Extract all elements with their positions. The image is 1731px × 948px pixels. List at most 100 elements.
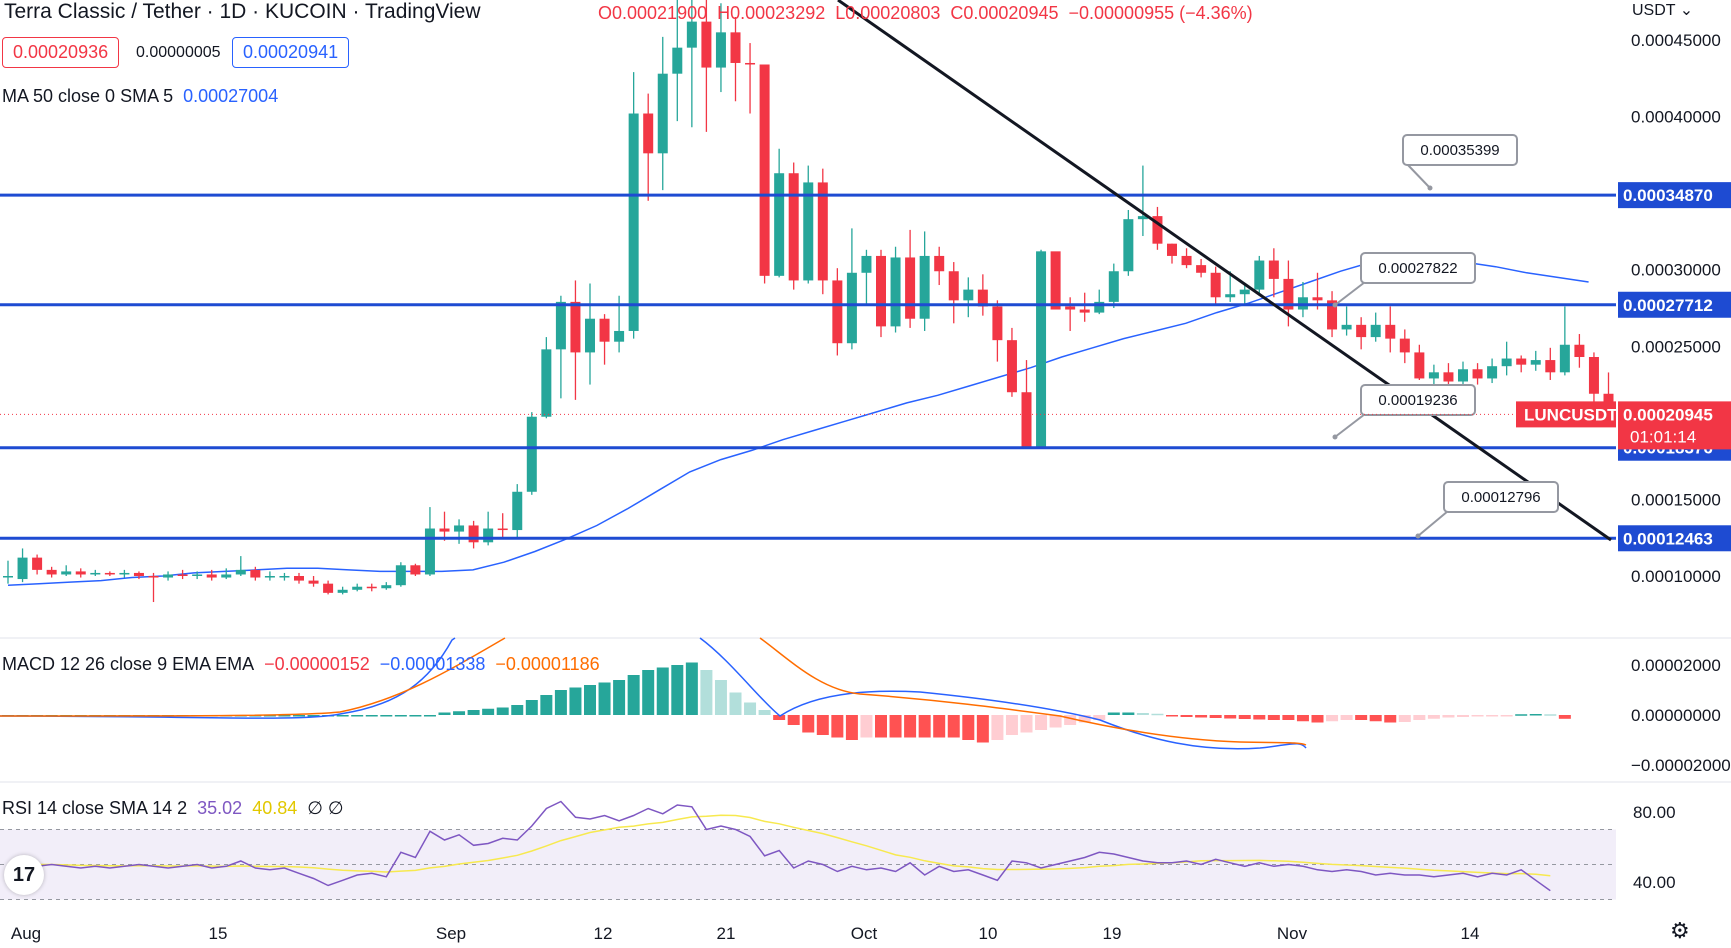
callout-anchor — [1332, 302, 1338, 308]
candle-body — [395, 565, 406, 586]
currency-selector[interactable]: USDT ⌄ — [1632, 2, 1694, 19]
candle-body — [657, 73, 668, 154]
candle-body — [1545, 360, 1556, 373]
candle-body — [861, 255, 872, 273]
candle-body — [1036, 251, 1047, 448]
candle-body — [512, 491, 523, 531]
macd-histogram-bar — [394, 715, 407, 717]
y-tick-label: 0.00045000 — [1631, 31, 1721, 50]
macd-signal-value: −0.00001186 — [495, 654, 600, 674]
ohlc-close: C0.00020945 — [950, 3, 1059, 23]
candle-body — [177, 574, 188, 576]
macd-histogram-bar — [1180, 715, 1193, 717]
macd-histogram-bar — [918, 715, 931, 738]
macd-histogram-bar — [714, 680, 727, 715]
candle-body — [483, 528, 494, 543]
macd-histogram-bar — [860, 715, 873, 738]
macd-histogram-bar — [1515, 714, 1528, 716]
macd-histogram-bar — [525, 700, 538, 715]
candle-body — [1181, 255, 1192, 266]
x-tick-label: Aug — [11, 924, 41, 943]
rsi-legend[interactable]: RSI 14 close SMA 14 2 35.02 40.84 ∅ ∅ — [2, 798, 344, 819]
ma-value: 0.00027004 — [183, 86, 279, 106]
macd-histogram-bar — [1442, 715, 1455, 718]
macd-histogram-bar — [758, 710, 771, 715]
rsi-tick-label: 80.00 — [1633, 803, 1676, 822]
candle-body — [526, 416, 537, 492]
macd-histogram-bar — [511, 705, 524, 715]
candle-body — [497, 528, 508, 531]
candle-body — [148, 576, 159, 578]
macd-histogram-bar — [875, 715, 887, 738]
sell-price-button[interactable]: 0.00020936 — [2, 37, 120, 68]
macd-histogram-bar — [1369, 715, 1382, 722]
ma50-line — [7, 258, 1589, 586]
symbol-title[interactable]: Terra Classic / Tether · 1D · KUCOIN · T… — [4, 0, 481, 23]
macd-histogram-bar — [845, 715, 858, 740]
callout-box — [1360, 384, 1476, 416]
gear-icon[interactable]: ⚙ — [1670, 918, 1690, 943]
candle-body — [163, 574, 174, 578]
candle-body — [1385, 324, 1396, 339]
macd-histogram-bar — [1486, 715, 1499, 717]
candle-body — [46, 569, 57, 575]
macd-histogram-bar — [467, 710, 480, 715]
macd-histogram-bar — [1122, 712, 1135, 715]
ohlc-open: O0.00021900 — [598, 3, 708, 23]
candle-body — [1050, 251, 1061, 310]
candle-body — [1399, 338, 1410, 353]
candle-body — [1487, 366, 1498, 379]
macd-histogram-bar — [496, 707, 509, 715]
candle-body — [104, 572, 115, 575]
candle-body — [934, 255, 945, 272]
callout-box — [1402, 134, 1518, 166]
x-tick-label: 15 — [209, 924, 228, 943]
macd-histogram-bar — [1093, 715, 1106, 720]
candle-body — [992, 306, 1003, 341]
candle-body — [1225, 294, 1236, 298]
price-tag-label: 0.00027712 — [1623, 296, 1713, 315]
candle-body — [308, 580, 319, 584]
macd-histogram-bar — [700, 670, 713, 715]
x-tick-label: 14 — [1461, 924, 1480, 943]
macd-histogram-bar — [613, 680, 626, 715]
spread-value: 0.00000005 — [136, 44, 221, 61]
macd-histogram-bar — [1049, 715, 1062, 728]
ma-label: MA 50 close 0 SMA 5 — [2, 86, 174, 106]
macd-histogram-bar — [1195, 715, 1208, 718]
candle-body — [206, 574, 217, 578]
macd-histogram-bar — [904, 715, 917, 738]
candle-body — [1268, 260, 1279, 279]
ma-legend[interactable]: MA 50 close 0 SMA 5 0.00027004 — [2, 86, 278, 107]
candle-body — [323, 583, 334, 593]
macd-label: MACD 12 26 close 9 EMA EMA — [2, 654, 255, 674]
candle-body — [788, 173, 799, 281]
macd-histogram-bar — [933, 715, 946, 738]
y-tick-label: 0.00030000 — [1631, 261, 1721, 280]
macd-histogram-bar — [1413, 715, 1426, 720]
candle-body — [948, 271, 959, 301]
macd-legend[interactable]: MACD 12 26 close 9 EMA EMA −0.00000152 −… — [2, 654, 600, 675]
macd-histogram-bar — [1238, 715, 1251, 719]
candle-body — [352, 586, 363, 590]
callout-box — [1360, 252, 1476, 284]
rsi-tick-label: 40.00 — [1633, 873, 1676, 892]
macd-histogram-bar — [482, 708, 495, 715]
candle-body — [803, 182, 814, 281]
candle-body — [119, 572, 130, 575]
macd-histogram-bar — [1296, 715, 1309, 722]
macd-histogram-bar — [816, 715, 829, 735]
ohlc-high: H0.00023292 — [717, 3, 826, 23]
macd-histogram-bar — [540, 695, 553, 715]
price-tag — [1618, 182, 1731, 209]
tradingview-logo-icon[interactable]: 17 — [4, 855, 44, 895]
buy-price-button[interactable]: 0.00020941 — [232, 37, 350, 68]
macd-histogram-bar — [627, 675, 640, 715]
candle-body — [1356, 324, 1367, 338]
macd-histogram-bar — [729, 692, 742, 715]
macd-histogram-bar — [642, 670, 655, 715]
candle-body — [1137, 216, 1148, 220]
candle-body — [919, 255, 930, 319]
price-tag-label: 0.00012463 — [1623, 529, 1713, 548]
